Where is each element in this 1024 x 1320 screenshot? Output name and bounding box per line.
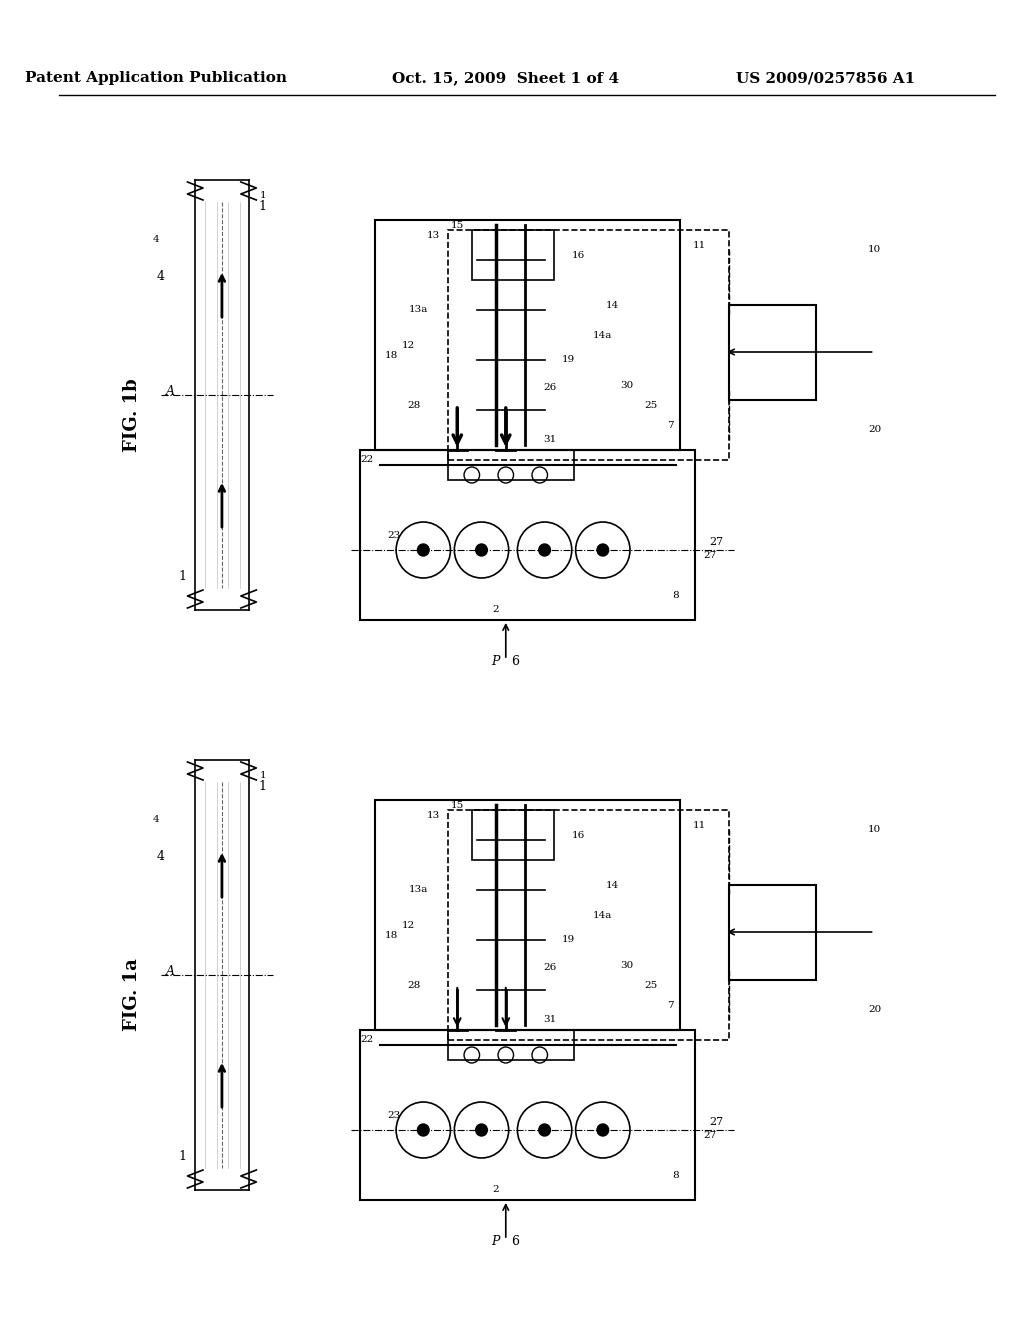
Text: 4: 4: [157, 271, 165, 282]
Text: A: A: [166, 965, 175, 978]
Text: 15: 15: [451, 800, 464, 809]
Text: 1: 1: [260, 190, 266, 199]
Text: FIG. 1a: FIG. 1a: [123, 958, 141, 1031]
Bar: [360, 1030, 695, 1200]
Text: 2: 2: [493, 606, 500, 615]
Text: 23: 23: [387, 1110, 400, 1119]
Text: 14: 14: [606, 301, 620, 309]
Text: 6: 6: [511, 655, 518, 668]
Text: 1: 1: [179, 570, 186, 583]
Text: 25: 25: [645, 400, 658, 409]
Circle shape: [418, 1125, 429, 1137]
Bar: [729, 884, 816, 979]
Text: 27: 27: [710, 537, 724, 546]
Text: 12: 12: [402, 341, 416, 350]
Text: 11: 11: [693, 821, 707, 829]
Text: 4: 4: [157, 850, 165, 863]
Text: P: P: [492, 1236, 500, 1247]
Text: 27: 27: [710, 1117, 724, 1127]
Text: A: A: [166, 385, 175, 399]
Text: US 2009/0257856 A1: US 2009/0257856 A1: [736, 71, 915, 84]
Text: 16: 16: [572, 251, 585, 260]
Text: 10: 10: [868, 246, 882, 255]
Text: 25: 25: [645, 981, 658, 990]
Text: 1: 1: [258, 780, 266, 793]
Bar: [375, 800, 681, 1030]
Bar: [447, 1030, 573, 1060]
Text: 30: 30: [621, 961, 634, 969]
Text: FIG. 1b: FIG. 1b: [123, 378, 141, 451]
Text: 16: 16: [572, 830, 585, 840]
Text: 2: 2: [493, 1185, 500, 1195]
Bar: [360, 450, 695, 620]
Bar: [472, 810, 554, 861]
Circle shape: [597, 544, 608, 556]
Text: 1: 1: [179, 1150, 186, 1163]
Bar: [447, 450, 573, 480]
Text: 26: 26: [543, 384, 556, 392]
Circle shape: [539, 1125, 551, 1137]
Text: 19: 19: [562, 355, 575, 364]
Text: 13: 13: [426, 810, 439, 820]
Text: 14a: 14a: [593, 330, 612, 339]
Text: 31: 31: [543, 1015, 556, 1024]
Text: Oct. 15, 2009  Sheet 1 of 4: Oct. 15, 2009 Sheet 1 of 4: [392, 71, 620, 84]
Text: 31: 31: [543, 436, 556, 445]
Text: 13: 13: [426, 231, 439, 239]
Text: 4: 4: [154, 235, 160, 244]
Text: 13a: 13a: [409, 305, 428, 314]
Text: 7: 7: [668, 421, 674, 429]
Text: 1: 1: [258, 201, 266, 213]
Text: 23: 23: [387, 531, 400, 540]
Text: 8: 8: [673, 1171, 679, 1180]
Circle shape: [418, 544, 429, 556]
Text: 13a: 13a: [409, 886, 428, 895]
Text: 27: 27: [702, 1130, 716, 1139]
Text: 30: 30: [621, 380, 634, 389]
Text: P: P: [492, 655, 500, 668]
Text: 22: 22: [360, 455, 374, 465]
Text: 27: 27: [702, 550, 716, 560]
Text: 19: 19: [562, 936, 575, 945]
Bar: [729, 305, 816, 400]
Text: 20: 20: [868, 425, 882, 434]
Bar: [447, 230, 729, 459]
Text: 28: 28: [407, 400, 420, 409]
Text: 10: 10: [868, 825, 882, 834]
Text: 18: 18: [385, 931, 398, 940]
Text: 11: 11: [693, 240, 707, 249]
Text: 28: 28: [407, 981, 420, 990]
Text: 20: 20: [868, 1006, 882, 1015]
Text: 15: 15: [451, 220, 464, 230]
Text: 4: 4: [154, 816, 160, 825]
Text: Patent Application Publication: Patent Application Publication: [26, 71, 288, 84]
Circle shape: [597, 1125, 608, 1137]
Text: 18: 18: [385, 351, 398, 359]
Text: 1: 1: [260, 771, 266, 780]
Text: 22: 22: [360, 1035, 374, 1044]
Text: 14: 14: [606, 880, 620, 890]
Circle shape: [539, 544, 551, 556]
Text: 26: 26: [543, 964, 556, 973]
Bar: [375, 220, 681, 450]
Circle shape: [476, 1125, 487, 1137]
Text: 12: 12: [402, 920, 416, 929]
Text: 8: 8: [673, 590, 679, 599]
Circle shape: [476, 544, 487, 556]
Text: 7: 7: [668, 1001, 674, 1010]
Text: 14a: 14a: [593, 911, 612, 920]
Bar: [472, 230, 554, 280]
Text: 6: 6: [511, 1236, 518, 1247]
Bar: [447, 810, 729, 1040]
